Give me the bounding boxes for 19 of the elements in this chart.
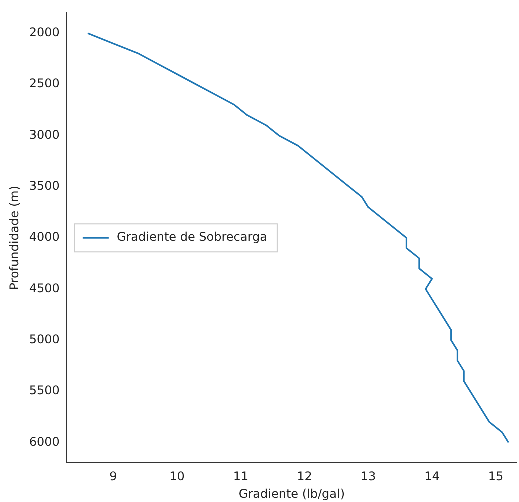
y-tick-label: 2500 [29,76,60,91]
x-tick-label: 13 [360,470,376,484]
y-tick-label: 3000 [29,128,60,142]
y-tick-label: 6000 [29,434,60,449]
legend-label: Gradiente de Sobrecarga [116,230,268,244]
x-tick-label: 14 [424,470,440,484]
x-tick-label: 11 [233,470,249,484]
y-axis-title: Profundidade (m) [7,186,22,290]
x-tick-label: 10 [170,470,185,484]
x-tick-label: 12 [297,470,312,484]
y-tick-label: 5000 [29,332,60,347]
x-tick-label: 9 [110,470,118,484]
y-tick-label: 4500 [29,281,60,296]
y-tick-label: 4000 [29,230,60,244]
y-tick-label: 3500 [29,179,60,194]
y-tick-label: 2000 [29,26,60,40]
x-tick-label: 15 [488,470,504,484]
x-axis-title: Gradiente (lb/gal) [238,486,346,501]
y-tick-label: 5500 [29,384,60,398]
